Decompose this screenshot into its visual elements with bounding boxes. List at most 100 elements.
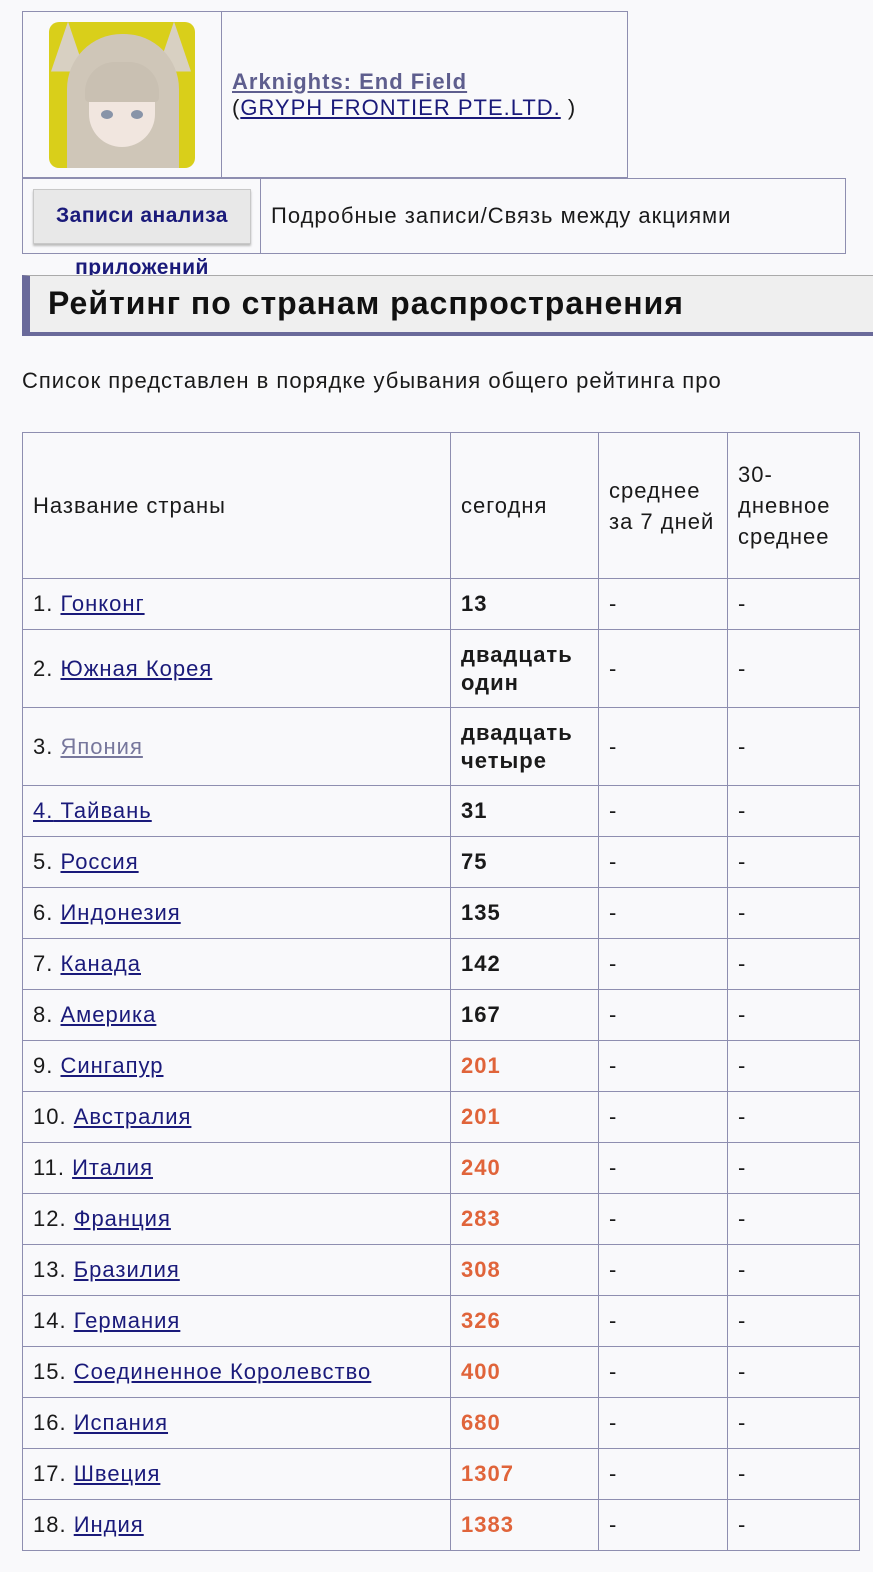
table-row: 4. Тайвань 31 - - [22, 785, 860, 837]
rank: 16. [33, 1410, 67, 1435]
country-cell: 14. Германия [22, 1295, 451, 1347]
app-analysis-records-label: Записи анализа приложений [56, 204, 228, 279]
avg7-rank: - [598, 578, 728, 630]
country-cell: 7. Канада [22, 938, 451, 990]
country-link[interactable]: Канада [60, 951, 141, 976]
country-link[interactable]: Австралия [73, 1104, 192, 1129]
country-link[interactable]: Япония [60, 733, 143, 759]
country-cell: 2. Южная Корея [22, 629, 451, 708]
avg7-rank: - [598, 785, 728, 837]
avg30-rank: - [727, 938, 860, 990]
country-link[interactable]: Америка [60, 1002, 157, 1027]
avg7-rank: - [598, 836, 728, 888]
avg7-rank: - [598, 1040, 728, 1092]
avg30-rank: - [727, 707, 860, 786]
country-link[interactable]: Германия [73, 1308, 181, 1333]
country-link[interactable]: Соединенное Королевство [73, 1359, 372, 1384]
today-rank: 13 [450, 578, 599, 630]
avg30-rank: - [727, 887, 860, 939]
country-link[interactable]: Бразилия [73, 1257, 180, 1282]
avg30-rank: - [727, 1295, 860, 1347]
table-row: 14. Германия 326 - - [22, 1295, 860, 1347]
today-rank: 1383 [450, 1499, 599, 1551]
avg30-rank: - [727, 1091, 860, 1143]
country-cell: 15. Соединенное Королевство [22, 1346, 451, 1398]
rank: 1. [33, 591, 54, 616]
today-rank: 75 [450, 836, 599, 888]
app-info-cell: Arknights: End Field (GRYPH FRONTIER PTE… [222, 12, 576, 177]
country-cell: 3. Япония [22, 707, 451, 786]
avg7-rank: - [598, 1295, 728, 1347]
app-icon-image[interactable] [49, 21, 195, 168]
developer-line: (GRYPH FRONTIER PTE.LTD. ) [232, 95, 576, 121]
today-rank: 142 [450, 938, 599, 990]
avg7-rank: - [598, 629, 728, 708]
country-cell: 17. Швеция [22, 1448, 451, 1500]
developer-link[interactable]: GRYPH FRONTIER PTE.LTD. [240, 94, 561, 120]
country-cell: 6. Индонезия [22, 887, 451, 939]
country-cell: 11. Италия [22, 1142, 451, 1194]
country-cell: 12. Франция [22, 1193, 451, 1245]
table-row: 1. Гонконг 13 - - [22, 578, 860, 630]
country-name: Тайвань [60, 798, 152, 823]
country-cell: 18. Индия [22, 1499, 451, 1551]
rank: 11. [33, 1155, 65, 1180]
rank: 12. [33, 1206, 67, 1231]
country-link[interactable]: 4. Тайвань [33, 798, 152, 823]
country-link[interactable]: Испания [73, 1410, 169, 1435]
rank: 8. [33, 1002, 54, 1027]
section-description: Список представлен в порядке убывания об… [22, 368, 722, 393]
country-link[interactable]: Гонконг [60, 591, 145, 616]
country-link[interactable]: Франция [73, 1206, 171, 1231]
avg30-rank: - [727, 578, 860, 630]
today-rank: двадцать четыре [450, 707, 599, 786]
header-country: Название страны [22, 432, 451, 579]
header-avg30: 30-дневное среднее [727, 432, 860, 579]
rank: 15. [33, 1359, 67, 1384]
avg7-rank: - [598, 1448, 728, 1500]
avg7-rank: - [598, 707, 728, 786]
today-rank: 680 [450, 1397, 599, 1449]
country-link[interactable]: Италия [72, 1155, 153, 1180]
avg30-rank: - [727, 836, 860, 888]
app-analysis-records-button[interactable]: Записи анализа приложений [33, 189, 251, 279]
rank: 2. [33, 655, 54, 681]
avg7-rank: - [598, 1142, 728, 1194]
country-link[interactable]: Россия [60, 849, 139, 874]
country-link[interactable]: Индия [73, 1512, 144, 1537]
paren-open: ( [232, 94, 241, 120]
today-rank: 400 [450, 1346, 599, 1398]
rank: 18. [33, 1512, 67, 1537]
table-row: 13. Бразилия 308 - - [22, 1244, 860, 1296]
avg7-rank: - [598, 1244, 728, 1296]
avg7-rank: - [598, 1499, 728, 1551]
table-row: 7. Канада 142 - - [22, 938, 860, 990]
app-header-table: Arknights: End Field (GRYPH FRONTIER PTE… [22, 11, 628, 178]
app-title-link[interactable]: Arknights: End Field [232, 68, 468, 94]
country-cell: 5. Россия [22, 836, 451, 888]
today-rank: 31 [450, 785, 599, 837]
rank: 17. [33, 1461, 67, 1486]
rank: 9. [33, 1053, 54, 1078]
today-rank: 283 [450, 1193, 599, 1245]
table-row: 12. Франция 283 - - [22, 1193, 860, 1245]
avg30-rank: - [727, 1448, 860, 1500]
section-title: Рейтинг по странам распространения [22, 275, 873, 336]
avg7-rank: - [598, 887, 728, 939]
table-row: 8. Америка 167 - - [22, 989, 860, 1041]
detailed-records-link[interactable]: Подробные записи/Связь между акциями [271, 203, 732, 228]
country-link[interactable]: Сингапур [60, 1053, 164, 1078]
today-rank: 135 [450, 887, 599, 939]
country-cell: 8. Америка [22, 989, 451, 1041]
country-link[interactable]: Южная Корея [60, 655, 213, 681]
header-today: сегодня [450, 432, 599, 579]
today-rank: 326 [450, 1295, 599, 1347]
avg30-rank: - [727, 1193, 860, 1245]
country-link[interactable]: Индонезия [60, 900, 181, 925]
paren-close: ) [567, 94, 577, 120]
country-link[interactable]: Швеция [73, 1461, 161, 1486]
today-rank: 201 [450, 1040, 599, 1092]
avg30-rank: - [727, 1346, 860, 1398]
table-row: 10. Австралия 201 - - [22, 1091, 860, 1143]
table-row: 17. Швеция 1307 - - [22, 1448, 860, 1500]
